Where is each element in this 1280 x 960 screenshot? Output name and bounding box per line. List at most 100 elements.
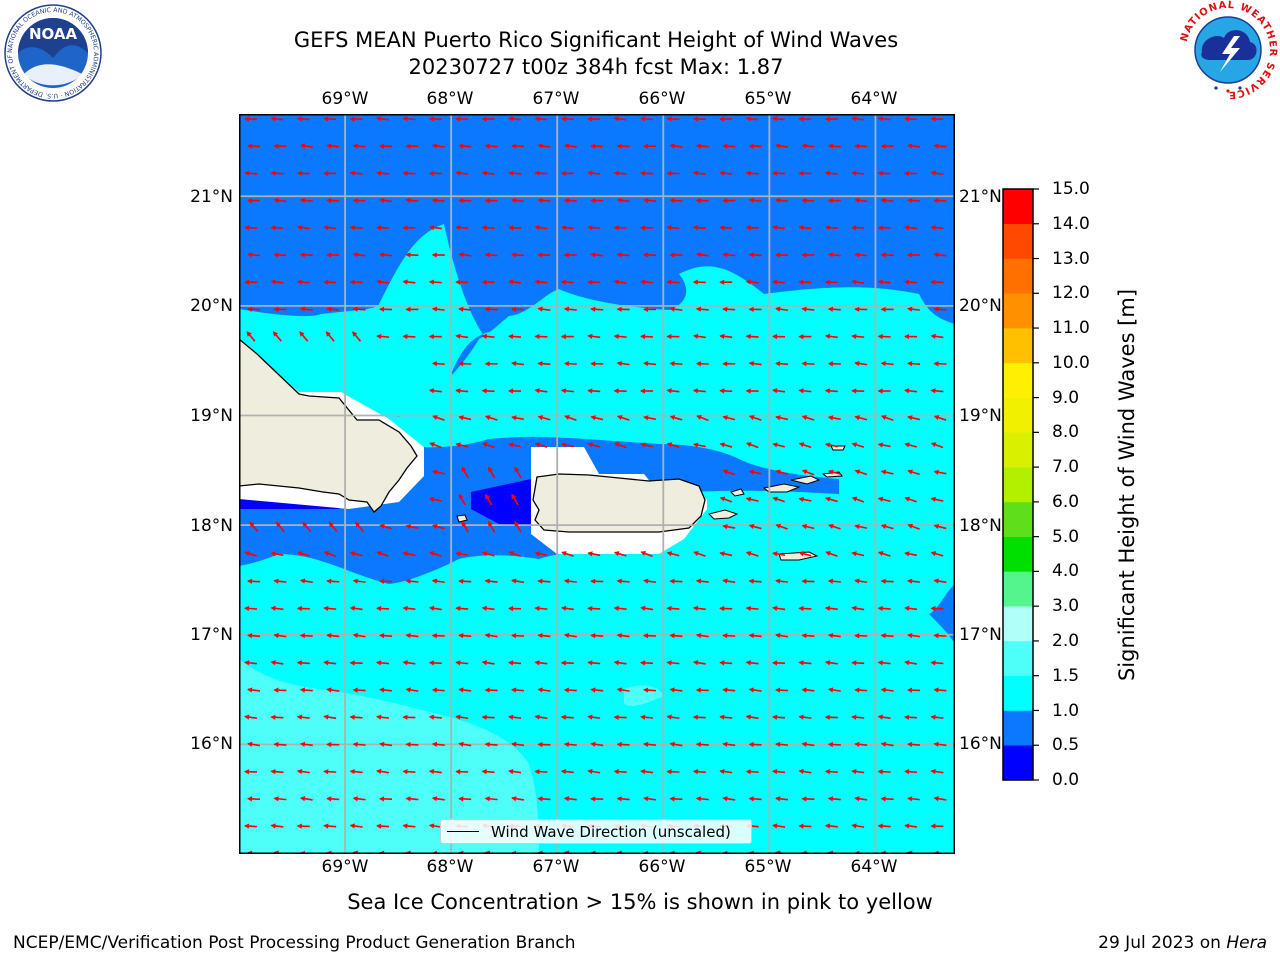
wave-direction-arrow xyxy=(933,143,947,149)
wave-direction-arrow xyxy=(511,143,525,149)
wave-direction-arrow xyxy=(590,361,604,367)
wave-direction-arrow xyxy=(904,660,918,666)
wave-direction-arrow xyxy=(296,605,310,612)
wave-direction-arrow xyxy=(827,578,841,584)
wave-direction-arrow xyxy=(326,633,340,639)
wave-direction-arrow xyxy=(455,551,469,557)
lat-label-right: 19°N xyxy=(959,406,1002,426)
wave-direction-arrow xyxy=(695,197,709,204)
wave-direction-arrow xyxy=(880,796,894,802)
wave-direction-arrow xyxy=(854,252,868,258)
wave-direction-arrow xyxy=(587,388,601,394)
wave-direction-arrow xyxy=(511,306,525,312)
lat-label-left: 17°N xyxy=(190,625,233,645)
wave-direction-arrow xyxy=(484,741,498,748)
wave-direction-arrow xyxy=(326,796,340,802)
wave-direction-arrow xyxy=(405,197,419,203)
colorbar-segment xyxy=(1003,501,1033,537)
wave-direction-arrow xyxy=(587,551,601,557)
wave-direction-arrow xyxy=(801,306,815,312)
wave-direction-arrow xyxy=(323,170,337,176)
wave-direction-arrow xyxy=(349,605,363,611)
wave-direction-arrow xyxy=(402,823,416,829)
wave-direction-arrow xyxy=(273,741,287,748)
colorbar-segment xyxy=(1003,675,1033,711)
lon-label-bottom: 67°W xyxy=(532,857,580,877)
wave-direction-arrow xyxy=(827,361,841,367)
wave-direction-arrow xyxy=(349,225,363,231)
wave-direction-arrow xyxy=(481,333,495,339)
wave-direction-arrow xyxy=(484,306,498,312)
wave-direction-arrow xyxy=(719,279,733,285)
wave-direction-arrow xyxy=(244,551,257,557)
wave-direction-arrow xyxy=(323,769,337,775)
wave-direction-arrow xyxy=(428,170,442,176)
wave-direction-arrow xyxy=(563,197,577,204)
wave-direction-arrow xyxy=(854,143,868,149)
wave-direction-arrow xyxy=(428,333,442,340)
wave-direction-arrow xyxy=(379,197,393,203)
wave-direction-arrow xyxy=(824,170,838,176)
wave-direction-arrow xyxy=(695,143,709,149)
wave-direction-arrow xyxy=(643,197,657,203)
wave-direction-arrow xyxy=(775,523,788,530)
wave-direction-arrow xyxy=(428,116,442,122)
wave-direction-arrow xyxy=(666,769,680,775)
wave-direction-arrow xyxy=(534,551,548,557)
wave-direction-arrow xyxy=(640,551,653,558)
wave-direction-arrow xyxy=(534,714,548,720)
wave-direction-arrow xyxy=(508,388,522,394)
wave-direction-arrow xyxy=(376,660,390,666)
wave-direction-arrow xyxy=(613,333,627,340)
wave-direction-arrow xyxy=(827,796,841,802)
wave-direction-arrow xyxy=(745,769,759,775)
wave-direction-arrow xyxy=(933,361,947,367)
wave-direction-arrow xyxy=(431,469,445,475)
wave-direction-arrow xyxy=(613,116,627,122)
wave-direction-arrow xyxy=(537,306,551,312)
wave-direction-arrow xyxy=(508,551,521,558)
wave-direction-arrow xyxy=(428,224,442,231)
wave-direction-arrow xyxy=(798,605,812,612)
wave-direction-arrow xyxy=(748,143,762,149)
wave-direction-arrow xyxy=(244,279,257,285)
wave-direction-arrow xyxy=(458,252,472,258)
wave-direction-arrow xyxy=(587,279,601,285)
wave-direction-arrow xyxy=(402,225,416,231)
wave-direction-arrow xyxy=(775,361,789,367)
wave-direction-arrow xyxy=(508,333,522,340)
wave-direction-arrow xyxy=(431,252,445,258)
wave-direction-arrow xyxy=(534,116,548,122)
wave-direction-arrow xyxy=(511,415,525,421)
wave-direction-arrow xyxy=(933,197,947,204)
wave-direction-arrow xyxy=(270,116,284,122)
wave-direction-arrow xyxy=(270,660,284,666)
wave-direction-arrow xyxy=(825,496,838,503)
wave-direction-arrow xyxy=(481,660,495,666)
wave-direction-arrow xyxy=(798,551,812,557)
wave-direction-arrow xyxy=(748,415,762,421)
wave-direction-arrow xyxy=(824,442,838,448)
wave-direction-arrow xyxy=(299,796,313,802)
colorbar-segment xyxy=(1003,745,1033,781)
wave-direction-arrow xyxy=(587,660,601,666)
wave-direction-arrow xyxy=(907,306,921,312)
wave-direction-arrow xyxy=(537,197,551,204)
colorbar-tick-label: 1.5 xyxy=(1052,665,1080,686)
wave-direction-arrow xyxy=(429,442,442,449)
wave-direction-arrow xyxy=(590,306,604,312)
wave-direction-arrow xyxy=(587,714,601,720)
wave-direction-arrow xyxy=(379,687,393,693)
wave-direction-arrow xyxy=(692,605,706,611)
wave-direction-arrow xyxy=(560,225,574,231)
wave-direction-arrow xyxy=(428,714,442,720)
lat-label-left: 16°N xyxy=(190,734,233,754)
lat-label-right: 18°N xyxy=(959,516,1002,536)
wave-direction-arrow xyxy=(745,551,759,557)
wave-direction-arrow xyxy=(851,823,865,829)
wave-direction-arrow xyxy=(666,170,680,176)
wave-direction-arrow xyxy=(405,796,419,802)
wave-direction-arrow xyxy=(428,279,442,285)
wave-direction-arrow xyxy=(798,442,812,449)
wave-direction-arrow xyxy=(534,388,548,394)
